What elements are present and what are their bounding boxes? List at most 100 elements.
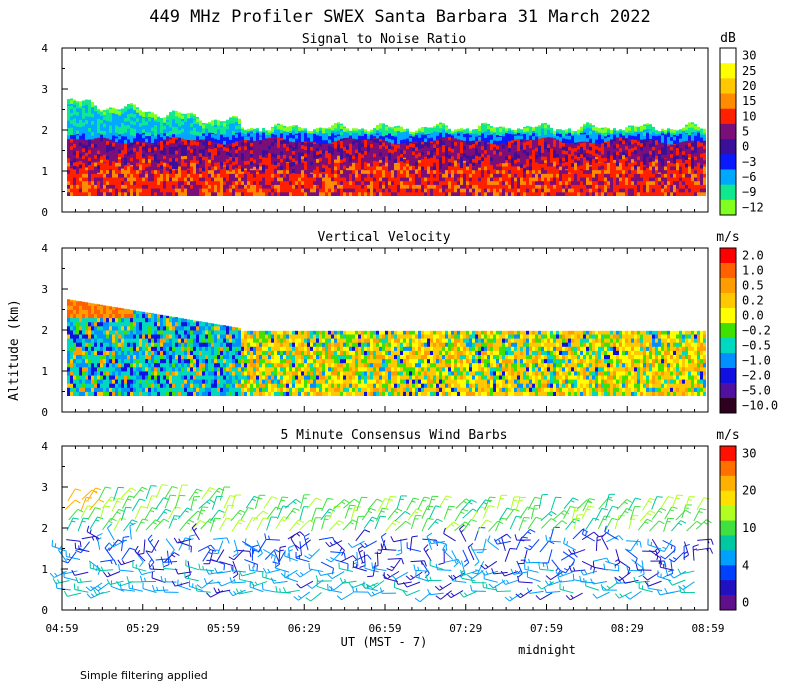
snr-cell (130, 142, 133, 147)
snr-cell (427, 184, 430, 189)
snr-cell (169, 153, 172, 159)
snr-cell (697, 158, 700, 163)
snr-cell (385, 131, 388, 136)
snr-cell (358, 191, 361, 196)
snr-cell (196, 145, 199, 150)
snr-cell (469, 136, 472, 141)
snr-cell (583, 184, 586, 189)
snr-cell (676, 130, 679, 134)
snr-cell (427, 188, 430, 193)
snr-cell (124, 124, 127, 130)
snr-cell (532, 156, 535, 160)
snr-cell (124, 184, 127, 189)
snr-cell (589, 161, 592, 166)
snr-cell (193, 127, 196, 132)
snr-cell (157, 124, 160, 130)
snr-cell (541, 191, 544, 196)
snr-cell (364, 173, 367, 178)
snr-cell (139, 115, 142, 120)
snr-cell (664, 158, 667, 160)
snr-cell (151, 191, 154, 196)
snr-cell (556, 180, 559, 185)
vv-cell (70, 346, 73, 351)
snr-cell (457, 180, 460, 185)
snr-cell (616, 130, 619, 133)
snr-cell (559, 140, 562, 145)
snr-cell (277, 139, 280, 145)
vv-cell (73, 309, 76, 314)
snr-cell (520, 184, 523, 189)
snr-cell (121, 135, 124, 140)
snr-cell (289, 151, 292, 156)
snr-cell (664, 131, 667, 135)
snr-cell (517, 147, 520, 152)
snr-cell (550, 144, 553, 149)
snr-cell (226, 184, 229, 189)
snr-cell (607, 162, 610, 167)
snr-cell (667, 184, 670, 189)
snr-cell (628, 173, 631, 178)
snr-cell (643, 161, 646, 166)
snr-cell (352, 140, 355, 145)
snr-cell (601, 173, 604, 178)
snr-cell (379, 144, 382, 149)
snr-cell (664, 180, 667, 185)
snr-cell (466, 155, 469, 160)
snr-cell (178, 112, 181, 115)
snr-cell (343, 139, 346, 144)
snr-cell (283, 169, 286, 171)
snr-cell (610, 173, 613, 178)
snr-cell (520, 132, 523, 135)
snr-cell (430, 157, 433, 162)
snr-cell (601, 128, 604, 134)
snr-cell (547, 158, 550, 163)
snr-cell (373, 135, 376, 139)
snr-cell (331, 130, 334, 134)
snr-cell (283, 180, 286, 185)
snr-cell (148, 191, 151, 196)
snr-cell (118, 134, 121, 136)
snr-cell (589, 124, 592, 129)
snr-cell (313, 177, 316, 182)
y-tick-label: 2 (41, 124, 48, 137)
vv-cell (76, 391, 79, 396)
snr-cell (112, 112, 115, 118)
snr-cell (394, 131, 397, 136)
snr-cell (511, 131, 514, 135)
snr-cell (520, 163, 523, 168)
snr-cell (313, 188, 316, 193)
snr-cell (244, 153, 247, 158)
snr-cell (175, 142, 178, 147)
vv-cell (79, 325, 82, 331)
snr-cell (313, 150, 316, 156)
snr-cell (466, 158, 469, 163)
snr-cell (529, 131, 532, 136)
snr-cell (580, 126, 583, 128)
snr-cell (130, 103, 133, 105)
snr-cell (436, 177, 439, 182)
snr-cell (124, 169, 127, 174)
snr-cell (199, 121, 202, 126)
snr-cell (592, 131, 595, 136)
snr-cell (661, 173, 664, 178)
snr-cell (487, 124, 490, 126)
snr-cell (73, 158, 76, 163)
snr-cell (445, 125, 448, 127)
snr-cell (562, 161, 565, 163)
snr-cell (664, 129, 667, 133)
colorbar-swatch (720, 108, 736, 125)
snr-cell (106, 135, 109, 139)
snr-cell (379, 177, 382, 182)
snr-cell (538, 169, 541, 174)
snr-cell (178, 169, 181, 174)
snr-cell (340, 191, 343, 196)
snr-cell (286, 161, 289, 163)
snr-cell (565, 146, 568, 151)
snr-cell (232, 173, 235, 178)
snr-cell (676, 177, 679, 182)
snr-cell (142, 132, 145, 135)
snr-cell (445, 168, 448, 171)
snr-cell (325, 184, 328, 189)
snr-cell (535, 188, 538, 193)
